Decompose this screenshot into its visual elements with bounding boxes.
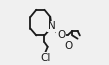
Text: O: O xyxy=(57,30,65,40)
Text: N: N xyxy=(48,21,55,31)
Text: Cl: Cl xyxy=(40,53,50,63)
Text: O: O xyxy=(64,41,72,51)
